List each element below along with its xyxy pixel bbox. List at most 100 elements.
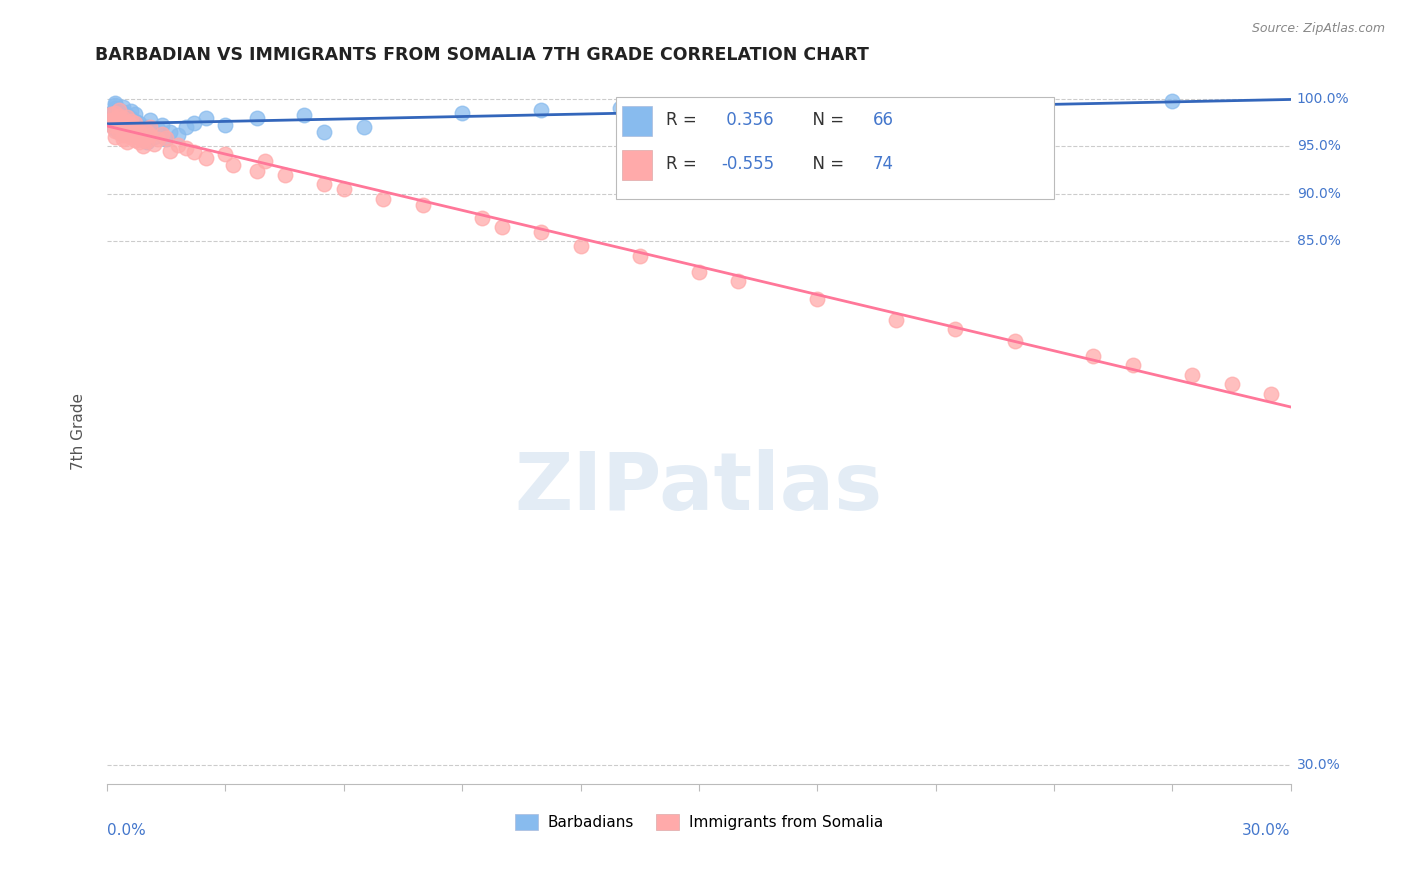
Point: [569, 239, 592, 253]
Point: [1220, 377, 1243, 392]
Point: [1161, 94, 1184, 108]
Point: [120, 119, 142, 133]
Point: [104, 101, 127, 115]
Point: [124, 126, 146, 140]
Text: 100.0%: 100.0%: [1296, 92, 1350, 106]
Point: [373, 192, 395, 206]
Point: [120, 121, 142, 136]
Point: [120, 116, 142, 130]
Point: [100, 119, 122, 133]
Point: [100, 106, 122, 120]
Point: [111, 112, 134, 127]
Point: [1122, 358, 1144, 372]
Text: 0.356: 0.356: [721, 111, 775, 128]
Point: [253, 153, 276, 168]
Point: [628, 249, 651, 263]
Point: [222, 158, 245, 172]
Text: R =: R =: [666, 111, 702, 128]
FancyBboxPatch shape: [621, 150, 651, 179]
Point: [471, 211, 494, 225]
Point: [1004, 334, 1026, 349]
Text: ZIPatlas: ZIPatlas: [515, 450, 883, 527]
Point: [194, 151, 217, 165]
Point: [111, 116, 134, 130]
Point: [135, 125, 157, 139]
Point: [884, 98, 907, 112]
Point: [530, 103, 553, 117]
Point: [108, 125, 131, 139]
Text: 66: 66: [873, 111, 894, 128]
Point: [115, 112, 138, 126]
Point: [115, 135, 138, 149]
Point: [167, 138, 190, 153]
Text: 0.0%: 0.0%: [107, 822, 146, 838]
Point: [111, 128, 134, 142]
Point: [108, 106, 131, 120]
Point: [111, 111, 134, 125]
Point: [124, 107, 146, 121]
Point: [412, 198, 434, 212]
Point: [111, 105, 134, 120]
Point: [183, 145, 205, 159]
Point: [135, 134, 157, 148]
Point: [120, 127, 142, 141]
Point: [108, 119, 131, 133]
Point: [159, 125, 181, 139]
Point: [108, 109, 131, 123]
Point: [128, 123, 150, 137]
Point: [139, 112, 162, 127]
Point: [104, 111, 127, 125]
Point: [104, 106, 127, 120]
Point: [111, 119, 134, 133]
Point: [128, 129, 150, 144]
Point: [131, 124, 153, 138]
FancyBboxPatch shape: [616, 97, 1054, 200]
Point: [148, 122, 170, 136]
Text: 30.0%: 30.0%: [1296, 758, 1340, 772]
Point: [124, 133, 146, 147]
Point: [115, 113, 138, 128]
Point: [688, 265, 710, 279]
Point: [214, 119, 236, 133]
Point: [120, 124, 142, 138]
Point: [128, 116, 150, 130]
Point: [108, 125, 131, 139]
Point: [111, 109, 134, 123]
Point: [108, 103, 131, 117]
Point: [111, 131, 134, 145]
FancyBboxPatch shape: [621, 106, 651, 136]
Point: [143, 129, 166, 144]
Point: [131, 139, 153, 153]
Legend: Barbadians, Immigrants from Somalia: Barbadians, Immigrants from Somalia: [509, 808, 889, 837]
Point: [183, 115, 205, 129]
Point: [155, 131, 177, 145]
Point: [115, 127, 138, 141]
Point: [104, 124, 127, 138]
Point: [943, 322, 966, 336]
Y-axis label: 7th Grade: 7th Grade: [72, 393, 86, 470]
Point: [353, 120, 375, 135]
Point: [124, 115, 146, 129]
Text: BARBADIAN VS IMMIGRANTS FROM SOMALIA 7TH GRADE CORRELATION CHART: BARBADIAN VS IMMIGRANTS FROM SOMALIA 7TH…: [96, 46, 869, 64]
Point: [104, 95, 127, 110]
Point: [135, 120, 157, 135]
Point: [806, 292, 828, 306]
Point: [120, 111, 142, 125]
Point: [100, 107, 122, 121]
Point: [120, 104, 142, 119]
Point: [150, 119, 173, 133]
Point: [100, 115, 122, 129]
Point: [214, 147, 236, 161]
Point: [108, 115, 131, 129]
Point: [108, 114, 131, 128]
Text: 90.0%: 90.0%: [1296, 187, 1340, 201]
Point: [124, 121, 146, 136]
Point: [108, 111, 131, 125]
Point: [120, 113, 142, 128]
Point: [246, 111, 269, 125]
Text: 85.0%: 85.0%: [1296, 235, 1340, 249]
Text: Source: ZipAtlas.com: Source: ZipAtlas.com: [1251, 22, 1385, 36]
Point: [104, 98, 127, 112]
Point: [246, 164, 269, 178]
Point: [100, 111, 122, 125]
